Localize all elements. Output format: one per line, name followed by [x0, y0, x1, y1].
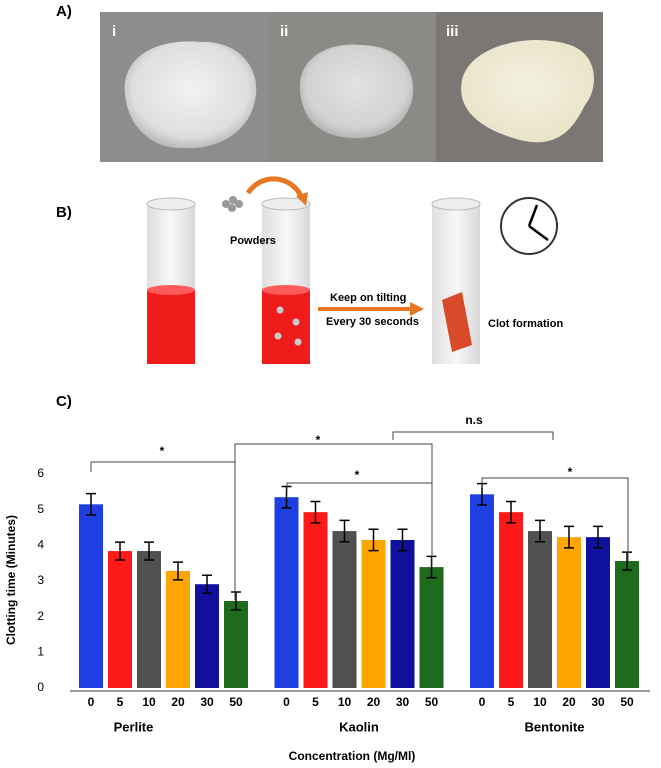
bar	[108, 551, 132, 688]
error-bar	[115, 541, 125, 561]
error-bar	[310, 500, 321, 524]
sample-blob	[299, 44, 414, 139]
x-tick-label: 50	[425, 695, 439, 709]
significance-label: n.s	[465, 413, 483, 427]
photo-label: ii	[280, 23, 288, 40]
photo-label: iii	[446, 23, 459, 40]
panel-label: C)	[56, 393, 72, 410]
x-axis-title: Concentration (Mg/Ml)	[289, 749, 416, 763]
arrow-head	[296, 192, 308, 206]
bar	[332, 531, 357, 688]
y-tick-label: 5	[37, 502, 44, 516]
significance-label: *	[568, 465, 573, 479]
y-tick-label: 3	[37, 573, 44, 587]
bar	[224, 600, 248, 688]
bar	[303, 512, 328, 688]
significance-bracket	[392, 431, 554, 440]
category-label: Bentonite	[525, 719, 585, 734]
error-bar	[593, 525, 603, 549]
error-bar	[506, 500, 516, 524]
sample-blob	[124, 41, 257, 149]
category-label: Kaolin	[339, 719, 379, 734]
clock-hands	[527, 204, 549, 242]
error-bar	[397, 528, 408, 552]
x-tick-label: 20	[367, 695, 381, 709]
error-bar	[144, 541, 154, 561]
error-bar	[202, 574, 212, 594]
diagram-label: Clot formation	[488, 318, 563, 330]
error-bar	[368, 528, 379, 552]
x-tick-label: 5	[312, 695, 319, 709]
category-label: Perlite	[114, 719, 154, 734]
x-tick-label: 5	[508, 695, 515, 709]
significance-label: *	[316, 433, 321, 447]
bar	[557, 537, 581, 688]
significance-label: *	[355, 468, 360, 482]
bar	[361, 539, 386, 688]
bar	[586, 537, 610, 688]
y-tick-label: 2	[37, 609, 44, 623]
bar	[419, 567, 444, 688]
x-tick-label: 30	[200, 695, 214, 709]
panel-label: B)	[56, 204, 72, 221]
bar	[528, 531, 552, 688]
x-tick-label: 0	[88, 695, 95, 709]
tube	[431, 197, 481, 364]
powder-icon	[222, 196, 243, 212]
error-bar	[535, 519, 545, 543]
y-axis-title: Clotting time (Minutes)	[4, 515, 18, 645]
x-tick-label: 50	[229, 695, 243, 709]
x-tick-label: 10	[338, 695, 352, 709]
diagram-label: Every 30 seconds	[326, 316, 419, 328]
bar	[79, 504, 103, 688]
photo-label: i	[112, 23, 116, 40]
arrow-head	[410, 302, 424, 316]
bar	[390, 539, 415, 688]
x-tick-label: 30	[396, 695, 410, 709]
bar	[137, 551, 161, 688]
bar	[499, 512, 523, 688]
y-tick-label: 1	[37, 645, 44, 659]
bar	[274, 497, 299, 688]
y-tick-label: 0	[37, 680, 44, 694]
sample-blob	[461, 40, 595, 143]
x-tick-label: 5	[117, 695, 124, 709]
significance-bracket	[481, 477, 629, 561]
error-bar	[622, 551, 632, 571]
error-bar	[86, 492, 96, 516]
diagram-label: Powders	[230, 235, 276, 247]
significance-label: *	[160, 444, 165, 458]
y-tick-label: 6	[37, 466, 44, 480]
x-tick-label: 0	[283, 695, 290, 709]
tube	[146, 197, 196, 364]
x-tick-label: 30	[591, 695, 605, 709]
y-tick-label: 4	[37, 538, 44, 552]
diagram-label: Keep on tilting	[330, 292, 406, 304]
bar	[195, 584, 219, 688]
bar	[615, 561, 639, 688]
error-bar	[173, 561, 183, 581]
tube	[261, 197, 311, 364]
x-tick-label: 20	[171, 695, 185, 709]
bar	[470, 494, 494, 688]
arrow	[245, 176, 305, 200]
x-tick-label: 10	[533, 695, 547, 709]
significance-bracket	[286, 482, 433, 567]
x-tick-label: 0	[479, 695, 486, 709]
error-bar	[564, 525, 574, 549]
error-bar	[339, 519, 350, 543]
x-tick-label: 10	[142, 695, 156, 709]
x-tick-label: 20	[562, 695, 576, 709]
error-bar	[231, 591, 241, 611]
panel-label: A)	[56, 3, 72, 20]
bar	[166, 571, 190, 688]
x-tick-label: 50	[620, 695, 634, 709]
